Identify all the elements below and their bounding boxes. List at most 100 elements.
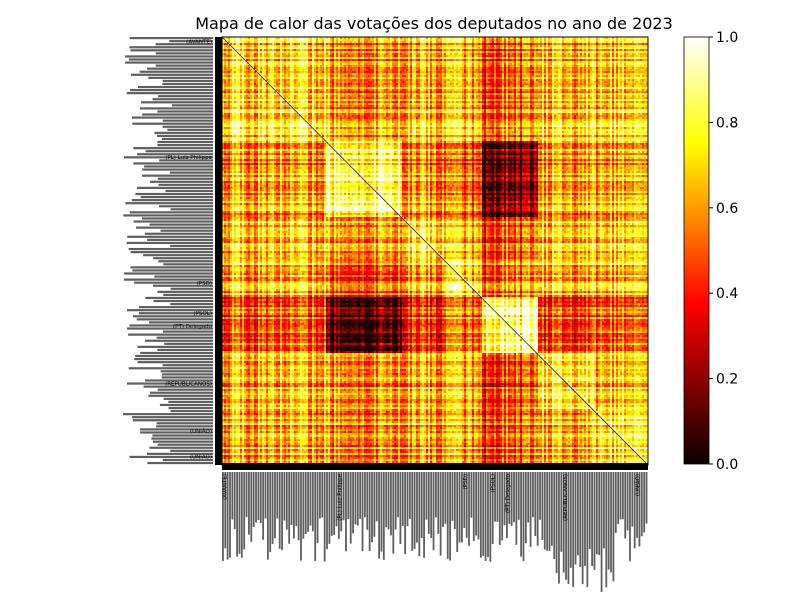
y-tick-label-texture bbox=[129, 46, 213, 49]
y-tick-label-texture bbox=[141, 174, 213, 177]
y-tick-label-texture bbox=[163, 263, 213, 266]
x-tick-label-texture bbox=[638, 472, 641, 547]
heatmap-diagonal bbox=[221, 36, 649, 466]
y-tick-label-texture bbox=[160, 229, 213, 232]
y-tick-label-texture bbox=[139, 306, 213, 309]
y-tick-label-texture bbox=[152, 98, 213, 101]
x-tick-label-texture bbox=[617, 472, 620, 525]
x-tick-label-texture bbox=[276, 472, 279, 519]
y-tick-label-texture bbox=[131, 73, 213, 76]
x-tick-label-texture bbox=[302, 472, 305, 539]
x-tick-label-texture bbox=[581, 472, 584, 585]
x-tick-label-texture bbox=[264, 472, 267, 519]
y-tick-label-texture bbox=[159, 159, 213, 162]
y-tick-label-texture bbox=[168, 400, 213, 403]
y-tick-label-texture bbox=[147, 461, 213, 465]
y-tick-label-texture bbox=[135, 192, 213, 196]
x-tick-label-texture bbox=[626, 472, 629, 531]
x-tick-label-texture bbox=[224, 472, 227, 549]
x-tick-label-texture bbox=[231, 472, 234, 520]
colorbar-tick-label: 0.0 bbox=[716, 457, 738, 473]
y-tick-label-texture bbox=[156, 422, 213, 425]
y-tick-label-texture bbox=[132, 419, 213, 422]
x-tick-label-texture bbox=[498, 472, 501, 545]
x-tick-label-texture bbox=[515, 472, 518, 545]
x-tick-label-texture bbox=[456, 472, 459, 553]
y-tick-label-texture bbox=[170, 244, 213, 248]
y-tick-label-texture bbox=[130, 266, 213, 269]
y-tick-label-texture bbox=[129, 37, 213, 40]
x-tick-label: (REPUBLICANOS) bbox=[563, 474, 569, 521]
x-tick-label-texture bbox=[472, 472, 475, 542]
y-tick-label-texture bbox=[155, 52, 213, 55]
y-tick-label-texture bbox=[159, 403, 213, 407]
y-tick-label-texture bbox=[132, 269, 213, 272]
y-tick-label-texture bbox=[135, 354, 213, 358]
x-tick-label-texture bbox=[619, 472, 622, 520]
x-tick-label-texture bbox=[546, 472, 549, 551]
y-tick-label-texture bbox=[148, 394, 213, 397]
y-tick-label-texture bbox=[145, 379, 213, 382]
y-tick-label-texture bbox=[128, 247, 213, 251]
y-tick-label-texture bbox=[143, 254, 213, 257]
y-tick-label-texture bbox=[133, 162, 213, 165]
x-tick-label-texture bbox=[520, 472, 522, 557]
colorbar-tick-label: 1.0 bbox=[716, 30, 738, 46]
colorbar-tick-label: 0.2 bbox=[716, 372, 738, 388]
x-tick-label-texture bbox=[543, 472, 546, 550]
y-tick-label-texture bbox=[162, 364, 213, 367]
y-tick-label-texture bbox=[163, 293, 213, 296]
x-tick-label: (PT) Delegado bbox=[506, 473, 512, 513]
x-tick-label-texture bbox=[397, 472, 399, 518]
y-tick-label-texture bbox=[123, 214, 213, 217]
x-tick-label-texture bbox=[636, 472, 638, 538]
y-tick-label-texture bbox=[160, 370, 213, 373]
x-tick-label-texture bbox=[437, 472, 440, 534]
x-tick-label-texture bbox=[326, 472, 328, 550]
y-tick-label-texture bbox=[168, 406, 213, 410]
y-tick-label-texture bbox=[137, 153, 213, 156]
y-tick-label-texture bbox=[126, 241, 213, 245]
x-tick-label-texture bbox=[290, 472, 293, 525]
x-tick-label-texture bbox=[404, 472, 407, 555]
y-tick-label-texture bbox=[139, 70, 213, 73]
x-tick-label-texture bbox=[605, 472, 608, 588]
x-tick-label-texture bbox=[439, 472, 442, 556]
y-tick-label-texture bbox=[154, 275, 213, 278]
x-tick-label-texture bbox=[591, 472, 593, 567]
y-tick-label-texture bbox=[139, 428, 213, 431]
y-tick-label-texture bbox=[162, 79, 213, 82]
x-tick-label-texture bbox=[494, 472, 496, 522]
x-tick-label-texture bbox=[624, 472, 627, 539]
y-tick-label-texture bbox=[145, 150, 213, 153]
y-tick-label-texture bbox=[140, 195, 213, 199]
x-tick-label-texture bbox=[633, 472, 636, 549]
y-tick-label-texture bbox=[145, 296, 213, 300]
y-tick-label-texture bbox=[147, 67, 213, 70]
y-tick-label-texture bbox=[123, 156, 213, 159]
x-tick-label-texture bbox=[463, 472, 466, 528]
y-tick-label-texture bbox=[142, 113, 213, 116]
x-tick-label-texture bbox=[307, 472, 309, 532]
y-tick-label-texture bbox=[125, 55, 213, 58]
x-tick-label-texture bbox=[347, 472, 350, 520]
y-tick-label-texture bbox=[134, 358, 213, 361]
x-tick-label-texture bbox=[612, 472, 615, 582]
x-tick-label-texture bbox=[271, 472, 274, 545]
y-tick-label-texture bbox=[170, 287, 213, 290]
y-tick-label: (PT) Delegado bbox=[173, 324, 213, 330]
x-tick-label-texture bbox=[461, 472, 463, 543]
y-tick-label-texture bbox=[157, 388, 213, 391]
x-tick-label-texture bbox=[226, 472, 229, 560]
x-tick-label-texture bbox=[503, 472, 506, 526]
y-tick-label-texture bbox=[129, 211, 213, 214]
y-tick-label-texture bbox=[141, 101, 213, 104]
y-tick-label-texture bbox=[146, 452, 213, 455]
x-tick-label-texture bbox=[529, 472, 532, 547]
x-tick-label-texture bbox=[508, 472, 511, 524]
x-tick-label-texture bbox=[513, 472, 515, 523]
x-tick-label-texture bbox=[252, 472, 255, 527]
y-tick-label-texture bbox=[157, 290, 213, 293]
x-tick-label-texture bbox=[368, 472, 371, 552]
